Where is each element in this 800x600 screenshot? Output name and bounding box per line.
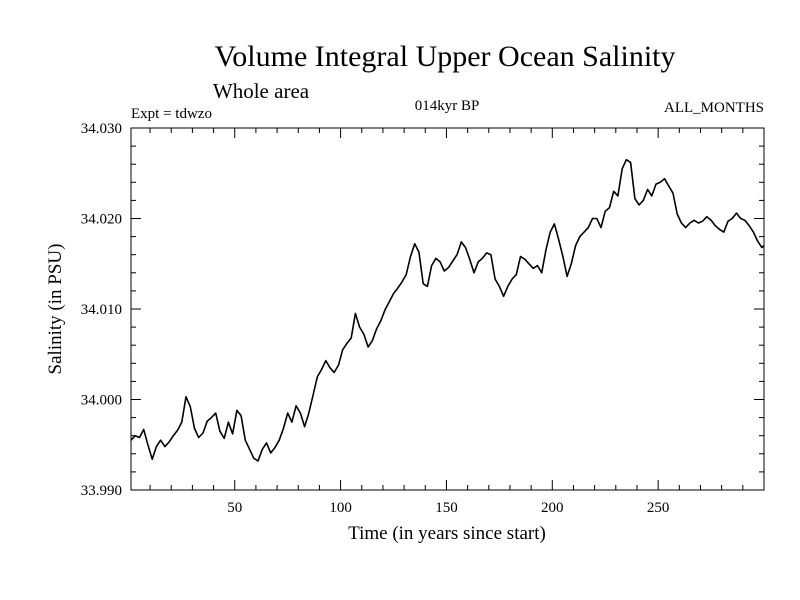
x-tick-label: 200 <box>541 500 564 516</box>
chart-subtitle: Whole area <box>213 79 310 103</box>
x-tick-label: 100 <box>329 500 352 516</box>
y-tick-label: 34.010 <box>81 302 122 318</box>
y-tick-label: 34.000 <box>81 393 122 409</box>
series-layer <box>130 158 765 462</box>
x-tick-label: 250 <box>647 500 670 516</box>
y-axis: 33.990 34.000 34.010 34.020 34.030 <box>81 121 764 499</box>
x-tick-label: 150 <box>435 500 458 516</box>
months-label: ALL_MONTHS <box>664 100 764 116</box>
y-axis-label: Salinity (in PSU) <box>45 244 66 375</box>
experiment-label: Expt = tdwzo <box>131 106 212 122</box>
chart-title: Volume Integral Upper Ocean Salinity <box>215 40 676 73</box>
salinity-series-line <box>130 158 765 462</box>
y-tick-label: 34.020 <box>81 212 122 228</box>
y-tick-label: 33.990 <box>81 483 122 499</box>
period-label: 014kyr BP <box>415 98 480 114</box>
x-axis: 50 100 150 200 250 <box>149 128 744 516</box>
y-tick-label: 34.030 <box>81 121 122 137</box>
x-tick-label: 50 <box>227 500 242 516</box>
x-axis-label: Time (in years since start) <box>348 523 546 544</box>
